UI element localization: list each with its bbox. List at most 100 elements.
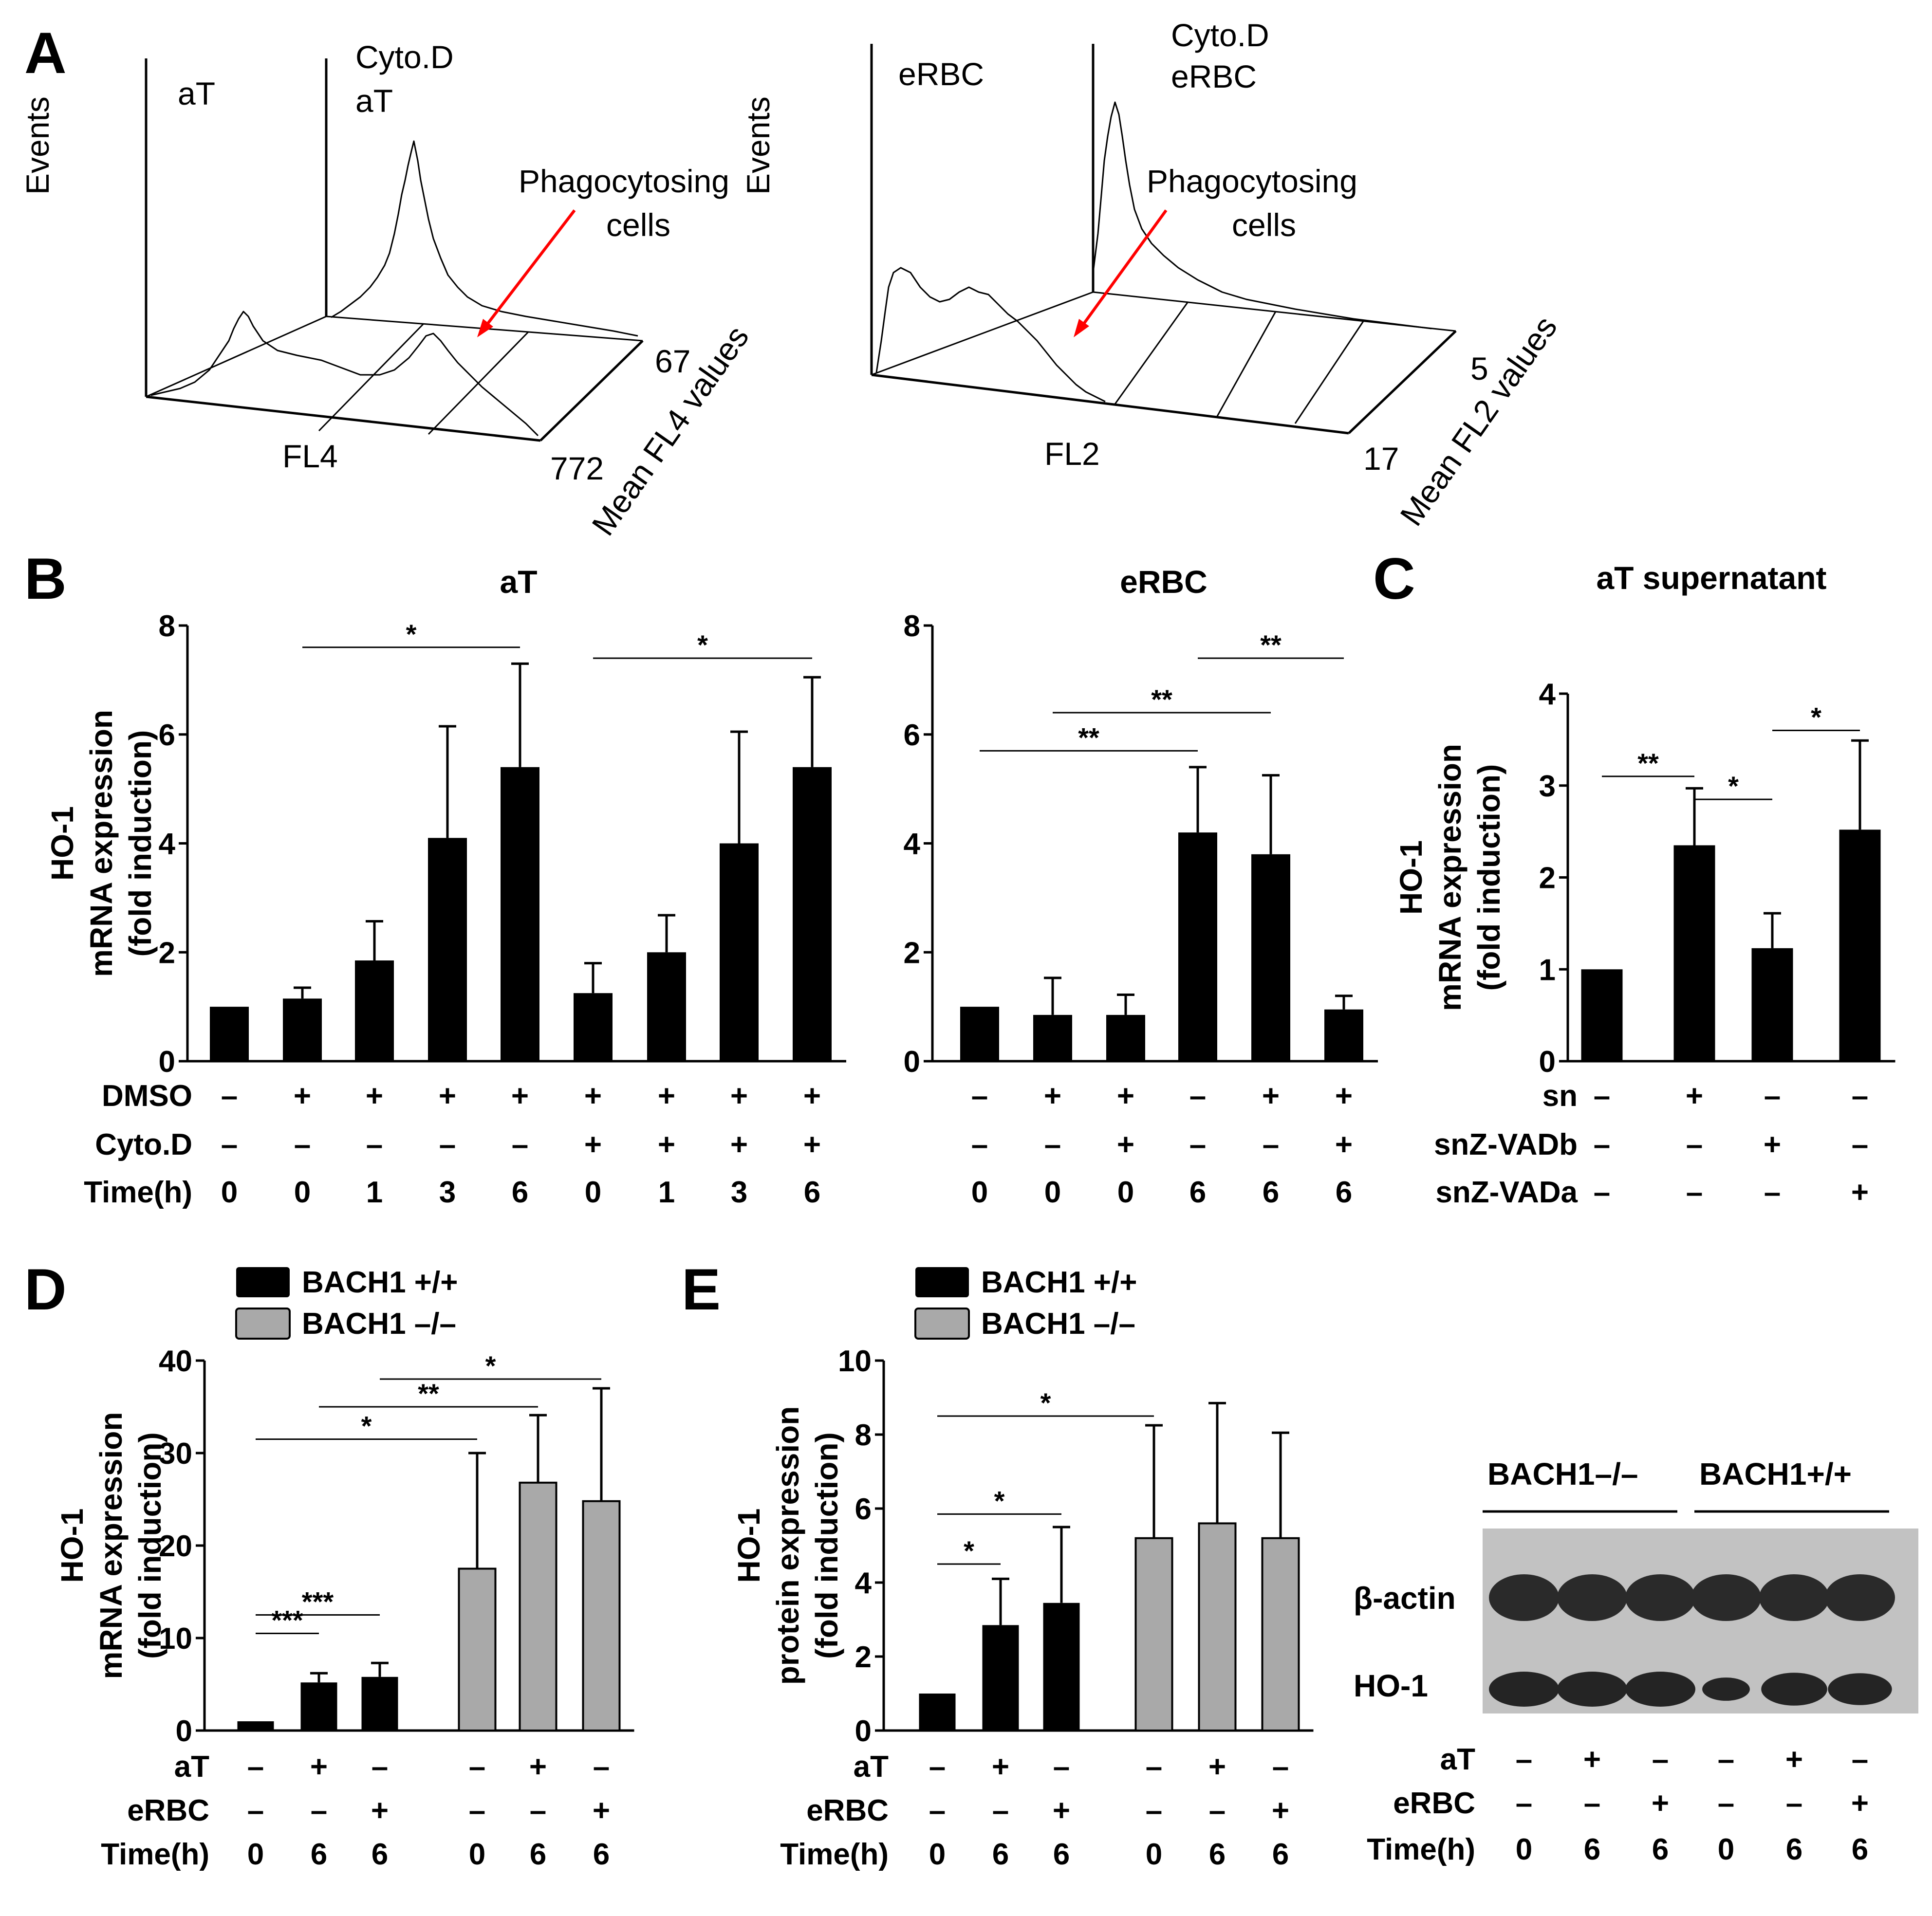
significance-label: * — [1728, 771, 1739, 801]
significance-label: *** — [271, 1605, 303, 1636]
bar — [428, 838, 467, 1061]
hist-left-value-front: 772 — [550, 450, 604, 486]
condition-value: + — [1117, 1079, 1134, 1113]
blot-condition-value: 0 — [1516, 1833, 1532, 1866]
y-tick-label: 40 — [159, 1345, 192, 1378]
y-axis-label: HO-1 mRNA expression (fold induction) — [45, 710, 158, 977]
blot-condition-value: – — [1584, 1787, 1600, 1820]
chart-b-at: aT HO-1 mRNA expression (fold induction) 0 2 4… — [45, 564, 846, 1209]
condition-value: – — [1594, 1079, 1610, 1113]
condition-value: + — [730, 1079, 748, 1113]
condition-value: + — [584, 1128, 602, 1161]
y-axis-label: HO-1 mRNA expression (fold induction) — [55, 1412, 167, 1679]
significance-label: * — [1040, 1387, 1051, 1418]
chart-title: eRBC — [1120, 564, 1208, 600]
condition-value: – — [1686, 1176, 1703, 1209]
condition-value: + — [1053, 1794, 1070, 1827]
blot-band-ho1 — [1702, 1677, 1750, 1701]
condition-value: + — [1272, 1794, 1289, 1827]
blot-bands — [1489, 1574, 1895, 1707]
chart-e: HO-1 protein expression (fold induction) 0 2… — [731, 1266, 1314, 1871]
y-tick-label: 2 — [855, 1640, 872, 1674]
hist-right-front-trace — [875, 267, 1106, 403]
condition-value: – — [1852, 1128, 1868, 1161]
bar — [1261, 1537, 1300, 1732]
hist-right-grid-line — [1114, 301, 1189, 405]
condition-value: + — [1335, 1079, 1353, 1113]
condition-value: + — [593, 1794, 610, 1827]
hist-left-label-cytod: Cyto.D — [355, 39, 454, 75]
y-axis-label-line: (fold induction) — [809, 1432, 844, 1659]
western-blot: BACH1–/– BACH1+/+ β-actin HO-1 aT – + – – + – e… — [1354, 1456, 1918, 1866]
significance-label: ** — [418, 1378, 439, 1409]
condition-name: Time(h) — [101, 1838, 209, 1871]
hist-right-label-erbc: eRBC — [898, 56, 984, 92]
hist-left-arrowhead — [477, 319, 493, 337]
hist-left-left-edge — [146, 315, 327, 398]
blot-condition-value: + — [1583, 1743, 1601, 1776]
significance-label: * — [964, 1535, 974, 1566]
blot-condition-name: eRBC — [1393, 1787, 1475, 1820]
hist-right-y-label: Events — [740, 96, 776, 195]
condition-value: 0 — [294, 1176, 311, 1209]
significance-label: * — [361, 1411, 372, 1441]
blot-band-actin — [1759, 1574, 1829, 1621]
blot-band-actin — [1691, 1574, 1761, 1621]
hist-right-right-edge — [1348, 330, 1457, 434]
y-tick-label: 1 — [1539, 953, 1556, 987]
blot-condition-value: 6 — [1652, 1833, 1669, 1866]
hist-right-side-label: Mean FL2 values — [1393, 310, 1564, 532]
condition-name: Time(h) — [780, 1838, 889, 1871]
panel-d-label: D — [24, 1257, 67, 1322]
hist-right-arrow — [1077, 209, 1168, 332]
bar — [355, 960, 394, 1061]
y-axis-label: HO-1 mRNA expression (fold induction) — [1393, 744, 1506, 1011]
bar — [300, 1682, 337, 1731]
condition-value: + — [658, 1079, 675, 1113]
y-tick-label: 2 — [159, 936, 175, 970]
y-tick-label: 0 — [176, 1714, 192, 1748]
y-tick-label: 6 — [159, 718, 175, 752]
blot-band-actin — [1825, 1574, 1895, 1621]
y-tick-label: 0 — [159, 1045, 175, 1079]
condition-name: snZ-VADa — [1435, 1176, 1578, 1209]
y-tick-label: 4 — [159, 828, 176, 861]
condition-value: – — [1209, 1794, 1226, 1827]
blot-band-ho1 — [1761, 1673, 1827, 1706]
condition-value: + — [803, 1079, 821, 1113]
condition-value: – — [1044, 1128, 1061, 1161]
legend-swatch — [914, 1308, 970, 1340]
y-axis-label-line: protein expression — [770, 1406, 805, 1685]
condition-value: 0 — [221, 1176, 238, 1209]
bar — [1106, 1014, 1145, 1061]
condition-value: – — [1764, 1079, 1781, 1113]
y-tick-label: 8 — [904, 609, 920, 643]
condition-value: + — [439, 1079, 456, 1113]
bar — [582, 1500, 621, 1732]
condition-name: Cyto.D — [95, 1128, 192, 1161]
panel-c-label: C — [1373, 546, 1415, 611]
condition-value: + — [730, 1128, 748, 1161]
blot-group-right: BACH1+/+ — [1699, 1456, 1852, 1492]
condition-value: 6 — [1189, 1176, 1206, 1209]
panel-a-label: A — [24, 20, 67, 86]
legend-label: BACH1 –/– — [302, 1307, 456, 1341]
y-tick-label: 20 — [159, 1529, 192, 1563]
blot-band-actin — [1557, 1574, 1627, 1621]
y-axis-label-line: (fold induction) — [123, 730, 158, 957]
hist-left-y-label: Events — [19, 96, 56, 195]
y-axis-label-line: mRNA expression — [84, 710, 119, 977]
histogram-left: Events aT Cyto.D aT Phagocytosing cells … — [19, 39, 756, 542]
condition-value: 6 — [1209, 1838, 1226, 1871]
significance-label: * — [1811, 702, 1821, 733]
bar — [960, 1007, 999, 1061]
blot-condition-value: 6 — [1584, 1833, 1600, 1866]
condition-value: – — [971, 1128, 988, 1161]
condition-value: 6 — [804, 1176, 820, 1209]
condition-value: – — [439, 1128, 456, 1161]
hist-left-grid-line — [318, 323, 425, 432]
hist-right-label-cytod-erbc: eRBC — [1171, 58, 1257, 94]
blot-row-ho1: HO-1 — [1354, 1668, 1428, 1703]
condition-value: + — [511, 1079, 529, 1113]
condition-value: 6 — [530, 1838, 546, 1871]
